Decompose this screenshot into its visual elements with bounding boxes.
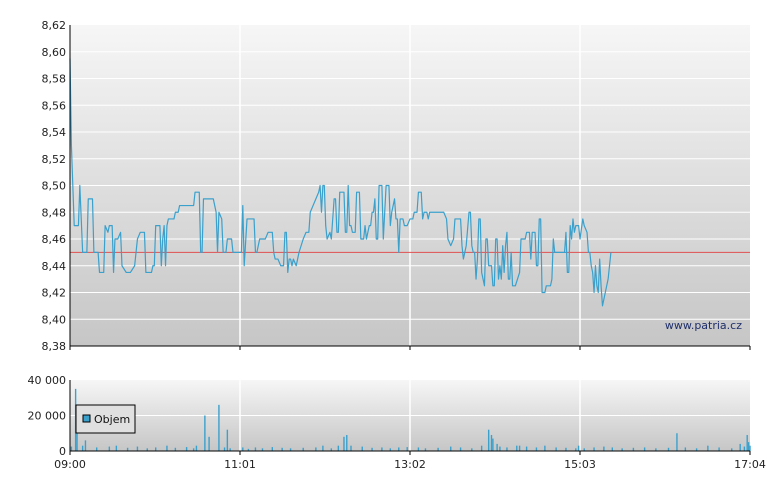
y-tick-label: 8,62	[42, 19, 67, 32]
y-tick-label: 8,60	[42, 46, 67, 59]
y-tick-label: 8,40	[42, 313, 67, 326]
y-tick-label: 8,42	[42, 287, 67, 300]
y-tick-label: 20 000	[28, 410, 67, 423]
x-tick-label: 15:03	[564, 458, 596, 471]
y-tick-label: 8,54	[42, 126, 67, 139]
watermark-text: www.patria.cz	[665, 319, 742, 332]
y-tick-label: 8,52	[42, 153, 67, 166]
x-tick-label: 11:01	[224, 458, 256, 471]
y-tick-label: 8,50	[42, 180, 67, 193]
legend-swatch-objem	[82, 414, 91, 423]
x-tick-label: 17:04	[734, 458, 766, 471]
y-tick-label: 8,44	[42, 260, 67, 273]
x-tick-label: 09:00	[54, 458, 86, 471]
x-tick-label: 13:02	[394, 458, 426, 471]
y-tick-label: 40 000	[28, 374, 67, 387]
y-tick-label: 0	[59, 445, 66, 458]
legend-label-objem: Objem	[94, 413, 130, 426]
y-tick-label: 8,56	[42, 99, 67, 112]
price-line	[69, 58, 612, 307]
y-tick-label: 8,46	[42, 233, 67, 246]
y-tick-label: 8,38	[42, 340, 67, 353]
volume-legend: Objem	[75, 404, 136, 434]
y-tick-label: 8,58	[42, 73, 67, 86]
y-tick-label: 8,48	[42, 206, 67, 219]
